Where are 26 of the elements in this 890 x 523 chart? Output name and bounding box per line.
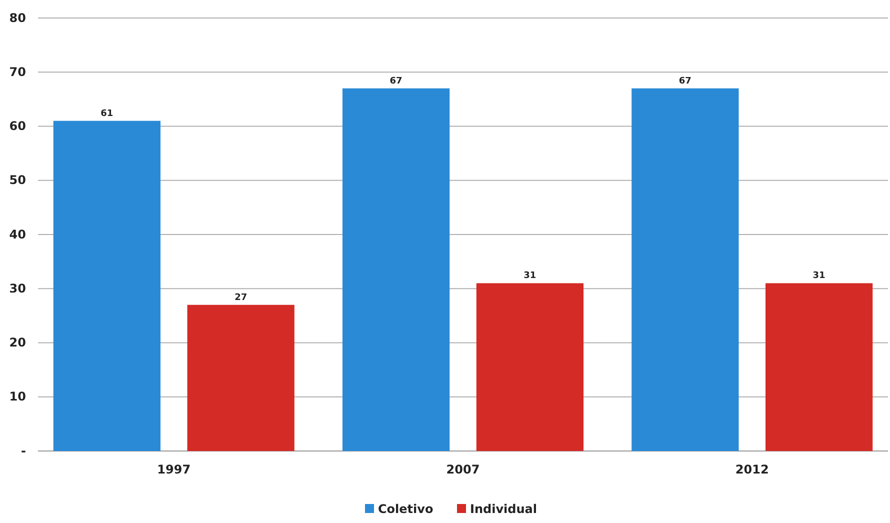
data-label: 27 xyxy=(234,292,248,303)
bar xyxy=(632,88,739,451)
x-tick-label: 1997 xyxy=(157,462,191,477)
y-tick-label: 70 xyxy=(9,64,26,79)
bar xyxy=(53,120,160,451)
x-tick-label: 2007 xyxy=(446,462,480,477)
y-tick-label: 80 xyxy=(9,10,26,25)
y-tick-label: - xyxy=(21,444,26,458)
data-label: 31 xyxy=(812,271,826,282)
data-label: 67 xyxy=(678,76,692,86)
y-tick-label: 10 xyxy=(9,390,26,404)
y-tick-label: 50 xyxy=(9,173,26,188)
bar xyxy=(476,283,584,451)
data-label: 61 xyxy=(100,108,114,119)
y-tick-label: 40 xyxy=(9,227,26,242)
legend-label: Coletivo xyxy=(378,502,434,516)
bar xyxy=(187,304,294,451)
y-tick-label: 20 xyxy=(9,336,26,350)
y-tick-label: 30 xyxy=(9,281,26,296)
bar xyxy=(342,88,450,451)
y-tick-label: 60 xyxy=(9,119,26,134)
data-label: 31 xyxy=(524,271,536,282)
bar xyxy=(766,283,873,451)
x-tick-label: 2012 xyxy=(735,462,769,477)
legend-label: Individual xyxy=(470,502,537,516)
data-label: 67 xyxy=(390,76,402,86)
